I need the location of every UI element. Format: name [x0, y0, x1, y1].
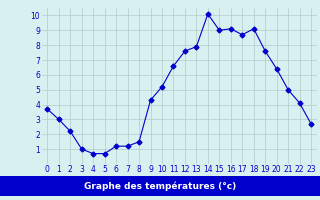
Text: Graphe des températures (°c): Graphe des températures (°c)	[84, 181, 236, 191]
